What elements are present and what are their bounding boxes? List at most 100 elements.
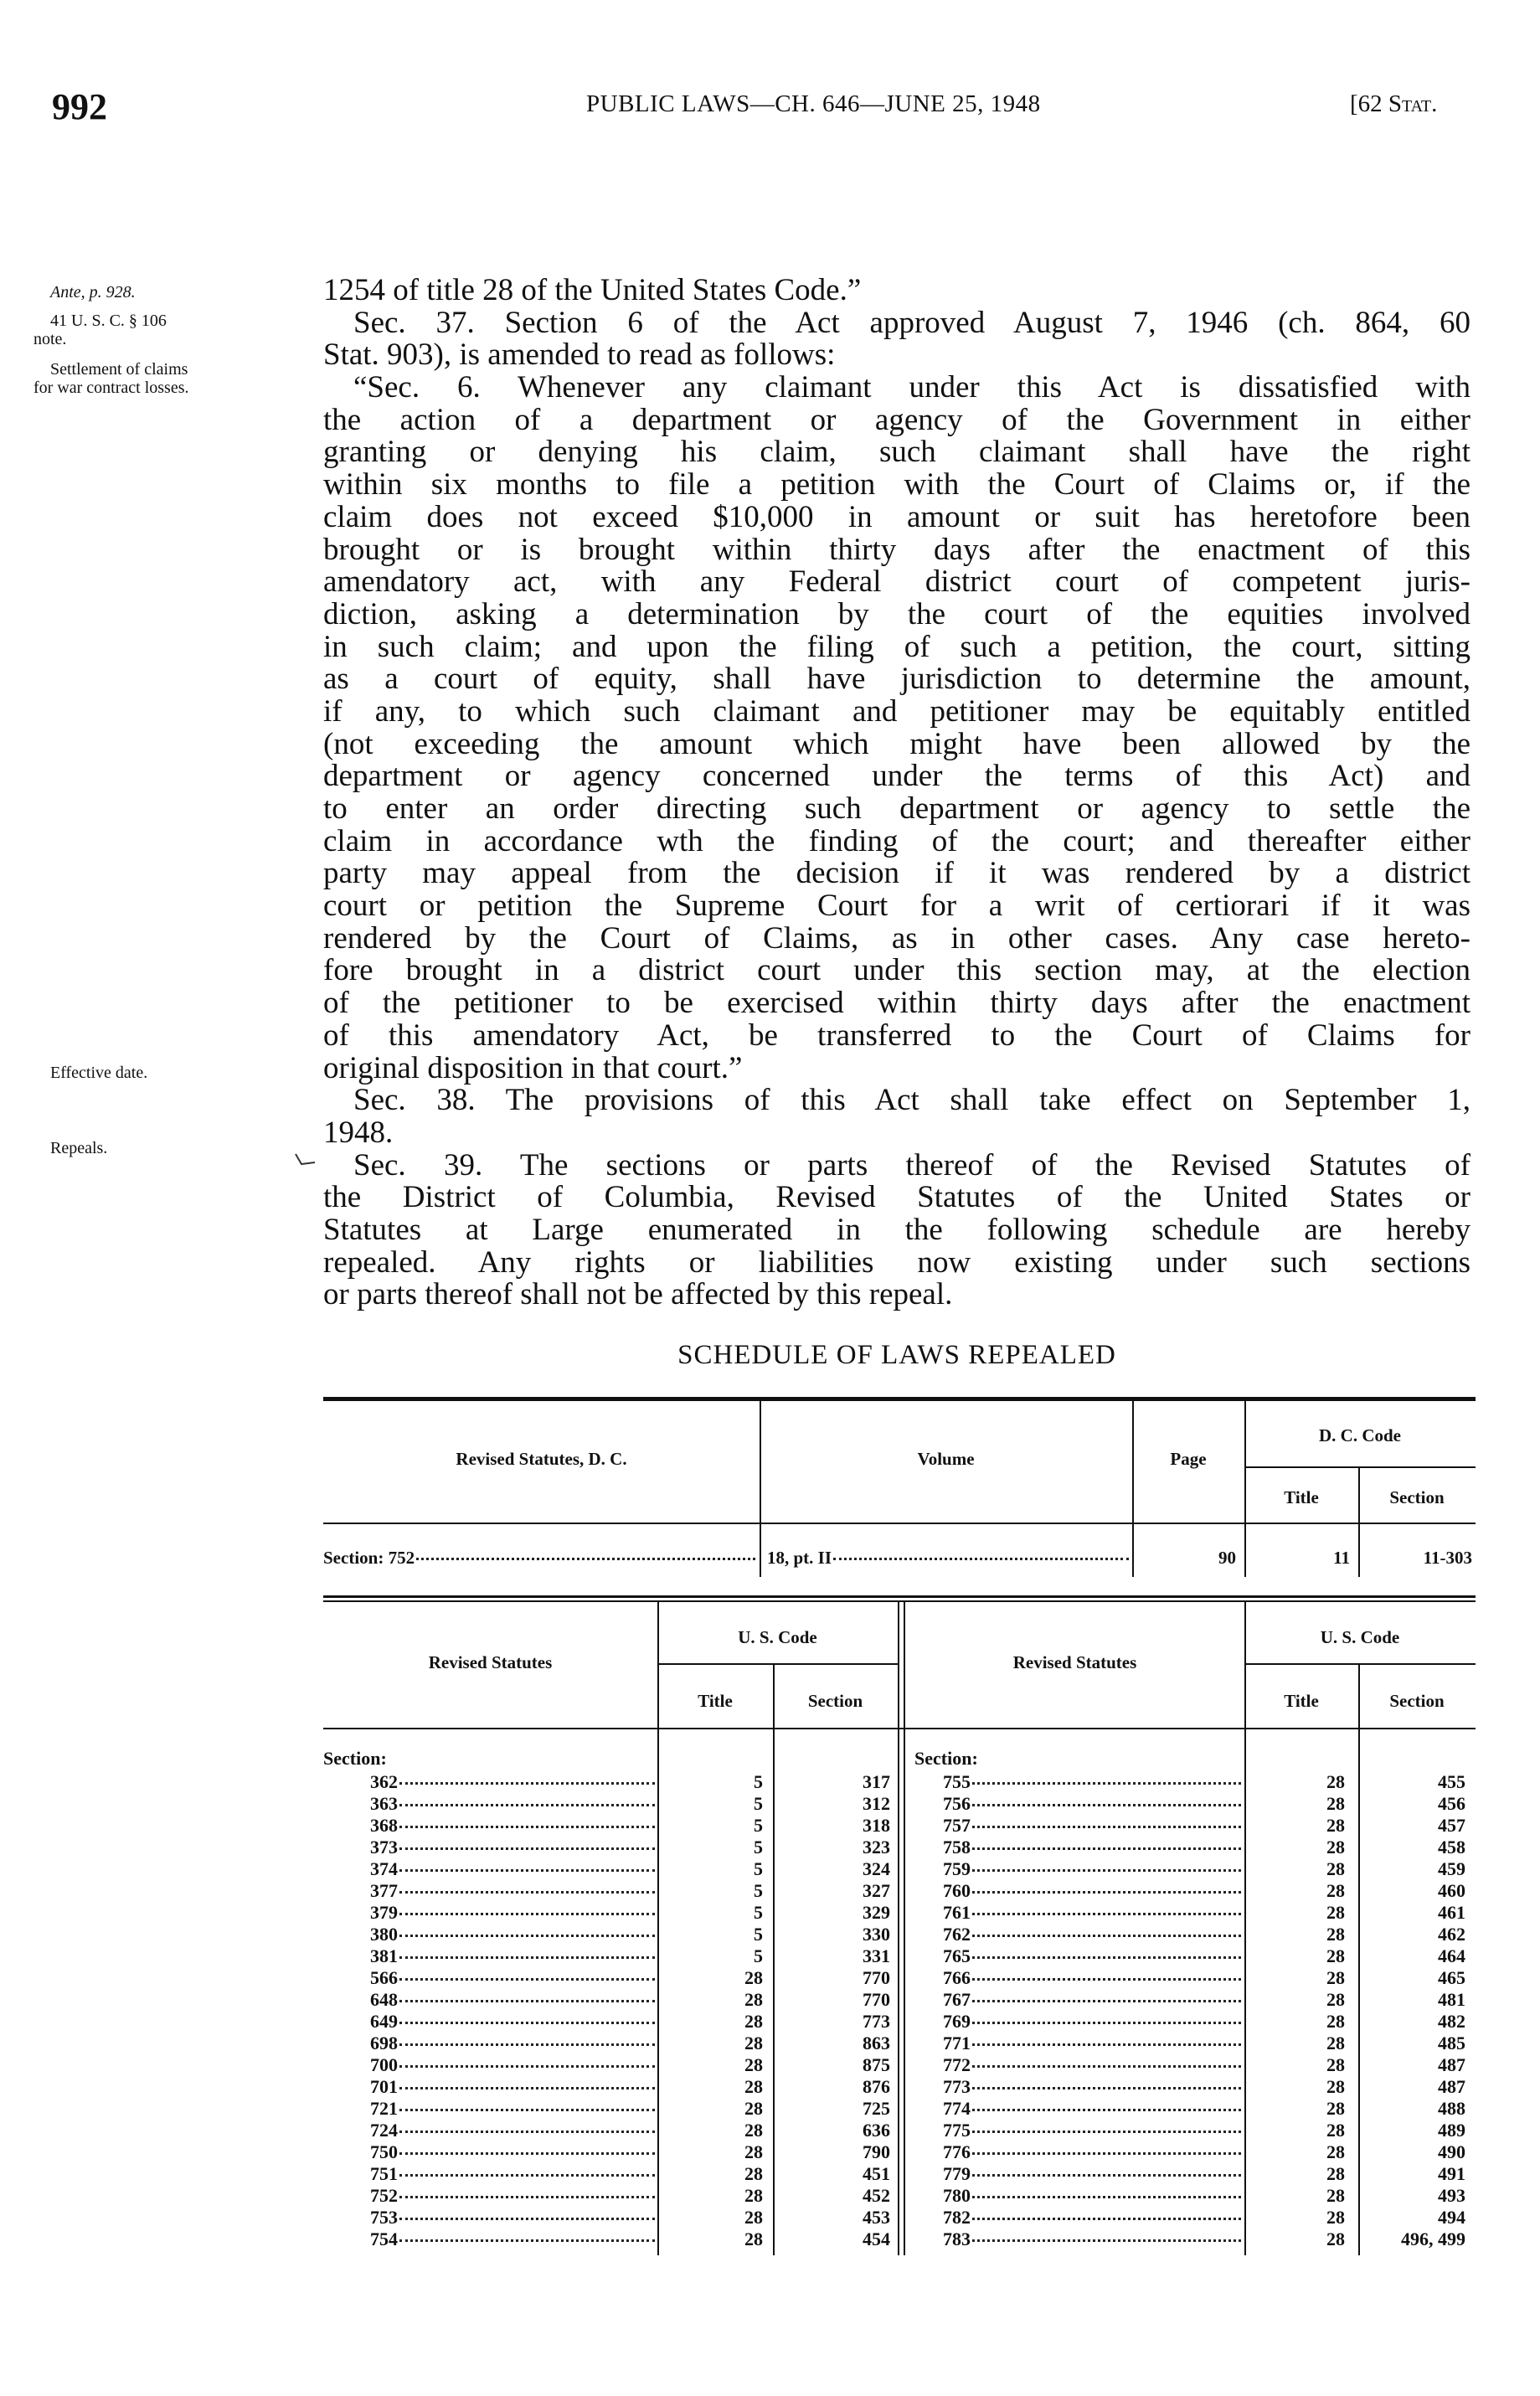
us-code-title-cell: 28 bbox=[744, 2011, 763, 2032]
rs-section-cell: 698 bbox=[370, 2033, 655, 2054]
table-row: 368 5 318 bbox=[323, 1815, 1476, 1837]
us-code-section-cell: 312 bbox=[863, 1793, 890, 1814]
table-row: 760 28 460 bbox=[323, 1880, 1476, 1902]
table-row: 750 28 790 bbox=[323, 2141, 1476, 2163]
us-code-title-cell: 28 bbox=[1326, 1837, 1345, 1858]
us-code-section-cell: 490 bbox=[1438, 2141, 1465, 2162]
us-code-title-cell: 28 bbox=[1326, 2054, 1345, 2075]
table-row: 373 5 323 bbox=[323, 1837, 1476, 1858]
dot-leader bbox=[972, 1782, 1241, 1785]
rs-section-text: 368 bbox=[370, 1815, 398, 1836]
body-line: Sec. 38. The provisions of this Act shal… bbox=[353, 1083, 1470, 1118]
table-row: 757 28 457 bbox=[323, 1815, 1476, 1837]
rs-section-cell: 772 bbox=[943, 2054, 1241, 2076]
table-row: 649 28 773 bbox=[323, 2011, 1476, 2033]
dot-leader bbox=[972, 2152, 1241, 2155]
rs-section-text: 779 bbox=[943, 2163, 971, 2184]
dot-leader bbox=[972, 1956, 1241, 1959]
header-revised-statutes-right: Revised Statutes bbox=[1012, 1652, 1137, 1672]
header-bottom-rule bbox=[323, 1523, 1476, 1524]
header-divider bbox=[657, 1663, 898, 1665]
us-code-section-cell: 773 bbox=[863, 2011, 890, 2032]
table-row: 724 28 636 bbox=[323, 2120, 1476, 2141]
rs-section-cell: 377 bbox=[370, 1880, 655, 1902]
table-row: 754 28 454 bbox=[323, 2229, 1476, 2250]
rs-section-cell: 721 bbox=[370, 2098, 655, 2120]
body-line: of this amendatory Act, be transferred t… bbox=[323, 1018, 1470, 1053]
header-page: Page bbox=[1170, 1449, 1207, 1469]
dot-leader bbox=[399, 2218, 655, 2220]
table-row: 377 5 327 bbox=[323, 1880, 1476, 1902]
us-code-section-cell: 459 bbox=[1438, 1858, 1465, 1879]
table-row: 380 5 330 bbox=[323, 1924, 1476, 1945]
dot-leader bbox=[972, 2022, 1241, 2024]
dot-leader bbox=[399, 1782, 655, 1785]
rs-section-text: 782 bbox=[943, 2207, 971, 2228]
column-divider bbox=[904, 1602, 905, 2255]
us-code-title-cell: 28 bbox=[744, 2054, 763, 2075]
us-code-title-cell: 28 bbox=[1326, 1967, 1345, 1988]
header-section: Section bbox=[1389, 1487, 1445, 1507]
dot-leader bbox=[399, 1956, 655, 1959]
table-row: 766 28 465 bbox=[323, 1967, 1476, 1989]
cell-rs-section: Section: 752 bbox=[323, 1548, 755, 1569]
header-rs-dc: Revised Statutes, D. C. bbox=[456, 1449, 627, 1469]
rs-section-text: 752 bbox=[370, 2185, 398, 2206]
us-code-title-cell: 28 bbox=[1326, 2011, 1345, 2032]
table-top-rule bbox=[323, 1397, 1476, 1401]
body-line: original disposition in that court.” bbox=[323, 1050, 743, 1085]
dot-leader bbox=[399, 1891, 655, 1894]
us-code-section-cell: 489 bbox=[1438, 2120, 1465, 2141]
dot-leader bbox=[972, 1804, 1241, 1806]
column-divider bbox=[1358, 1664, 1360, 2255]
body-text: 1254 of title 28 of the United States Co… bbox=[323, 274, 1470, 1311]
rs-section-text: 769 bbox=[943, 2011, 971, 2032]
dot-leader bbox=[399, 2196, 655, 2198]
rs-section-text: 767 bbox=[943, 1989, 971, 2010]
rs-section-cell: 374 bbox=[370, 1858, 655, 1880]
us-code-section-cell: 462 bbox=[1438, 1924, 1465, 1945]
dot-leader bbox=[972, 2196, 1241, 2198]
rs-section-cell: 373 bbox=[370, 1837, 655, 1858]
us-code-section-cell: 876 bbox=[863, 2076, 890, 2097]
rs-section-text: 377 bbox=[370, 1880, 398, 1901]
header-title-left: Title bbox=[698, 1691, 733, 1711]
rs-section-text: 761 bbox=[943, 1902, 971, 1923]
table-row: 751 28 451 bbox=[323, 2163, 1476, 2185]
header-title: Title bbox=[1284, 1487, 1319, 1507]
table-row: 780 28 493 bbox=[323, 2185, 1476, 2207]
rs-section-text: 780 bbox=[943, 2185, 971, 2206]
rs-section-text: 701 bbox=[370, 2076, 398, 2097]
table-row: 765 28 464 bbox=[323, 1945, 1476, 1967]
stat-ref-bracket: [62 bbox=[1350, 90, 1388, 117]
rs-section-cell: 776 bbox=[943, 2141, 1241, 2163]
table-row: 772 28 487 bbox=[323, 2054, 1476, 2076]
us-code-section-cell: 329 bbox=[863, 1902, 890, 1923]
table-row: 773 28 487 bbox=[323, 2076, 1476, 2098]
table-revised-statutes: Revised Statutes U. S. Code Title Sectio… bbox=[323, 1595, 1476, 2257]
us-code-title-cell: 28 bbox=[1326, 2120, 1345, 2141]
column-divider bbox=[1244, 1401, 1246, 1577]
rs-section-text: 373 bbox=[370, 1837, 398, 1858]
table-row: 566 28 770 bbox=[323, 1967, 1476, 1989]
rs-section-text: 760 bbox=[943, 1880, 971, 1901]
body-line: if any, to which such claimant and petit… bbox=[323, 693, 1470, 729]
us-code-section-cell: 330 bbox=[863, 1924, 890, 1945]
us-code-section-cell: 482 bbox=[1438, 2011, 1465, 2032]
dot-leader bbox=[833, 1558, 1129, 1560]
column-divider bbox=[898, 1602, 899, 2255]
us-code-title-cell: 28 bbox=[1326, 2229, 1345, 2249]
body-line: Sec. 39. The sections or parts thereof o… bbox=[353, 1147, 1470, 1183]
rs-section-cell: 783 bbox=[943, 2229, 1241, 2250]
us-code-section-cell: 452 bbox=[863, 2185, 890, 2206]
us-code-section-cell: 465 bbox=[1438, 1967, 1465, 1988]
column-divider bbox=[657, 1602, 659, 2255]
us-code-title-cell: 5 bbox=[754, 1924, 763, 1945]
rs-section-cell: 649 bbox=[370, 2011, 655, 2033]
rs-section-cell: 380 bbox=[370, 1924, 655, 1945]
rs-section-text: 774 bbox=[943, 2098, 971, 2119]
rs-section-cell: 750 bbox=[370, 2141, 655, 2163]
rs-section-text: 721 bbox=[370, 2098, 398, 2119]
table-row: 762 28 462 bbox=[323, 1924, 1476, 1945]
dot-leader bbox=[972, 2174, 1241, 2177]
